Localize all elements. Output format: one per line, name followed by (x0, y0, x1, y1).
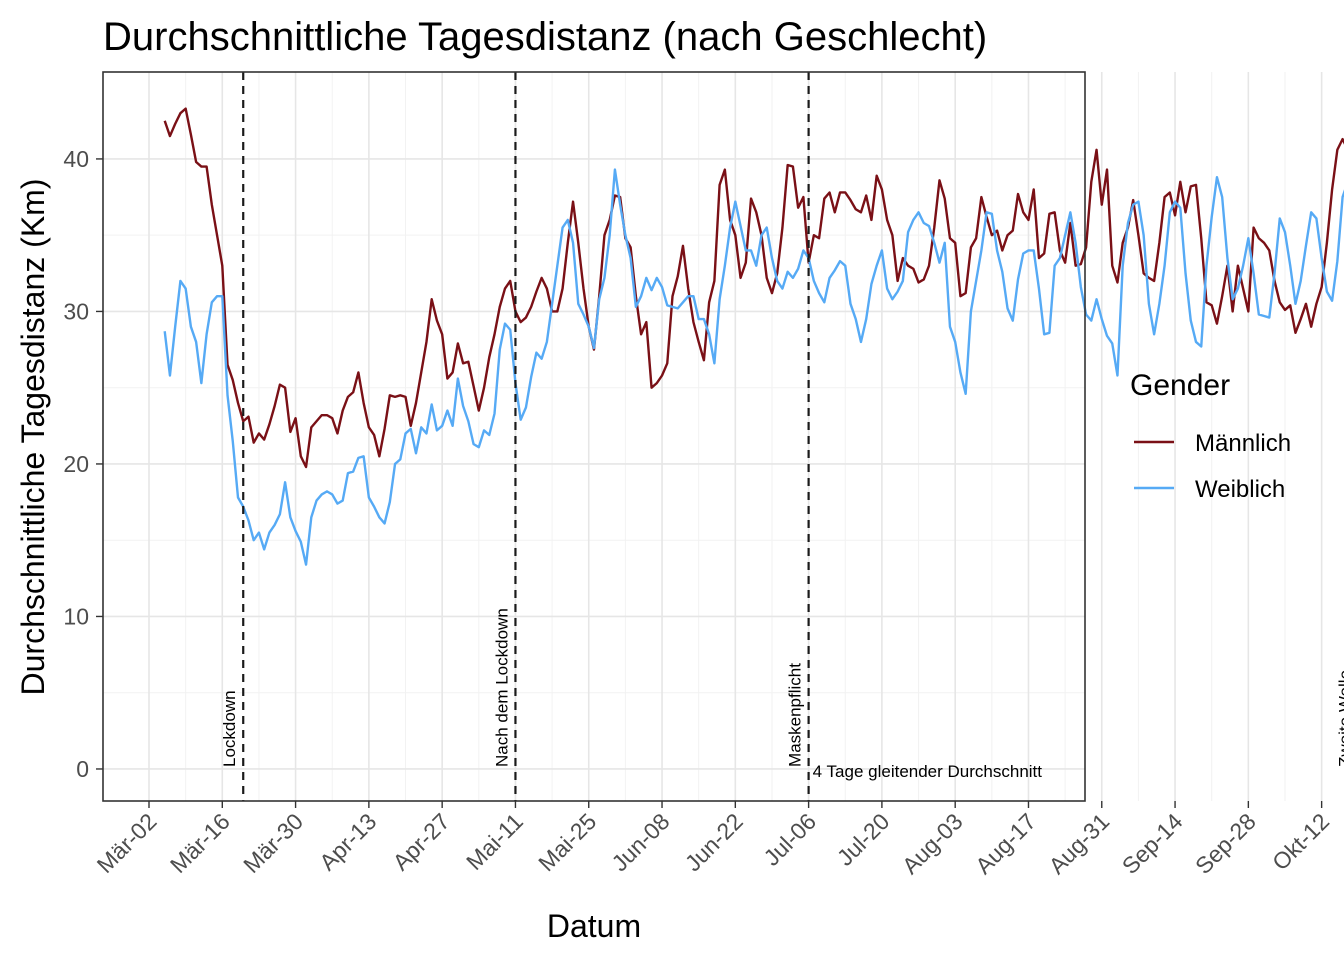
x-tick-label: Aug-03 (897, 808, 968, 879)
series-line-weiblich (163, 168, 1344, 566)
x-tick-label: Mär-02 (92, 808, 162, 878)
y-axis: 0 10 20 30 40 (63, 146, 103, 782)
y-tick-label: 30 (63, 298, 89, 324)
legend-label-maennlich: Männlich (1195, 430, 1291, 457)
panel-border (102, 71, 1086, 802)
event-label: Nach dem Lockdown (492, 608, 511, 767)
x-tick-label: Jul-06 (758, 808, 821, 871)
x-tick-label: Mär-30 (238, 808, 308, 878)
event-label: Zweite Welle (1335, 670, 1344, 767)
legend-title: Gender (1130, 369, 1230, 402)
x-tick-label: Mär-16 (165, 808, 235, 878)
smoothing-note: 4 Tage gleitender Durchschnitt (813, 762, 1043, 781)
x-tick-label: Jun-22 (680, 808, 748, 876)
chart-title: Durchschnittliche Tagesdistanz (nach Ges… (103, 15, 987, 59)
x-tick-label: Okt-12 (1267, 808, 1334, 875)
x-tick-label: Mai-25 (533, 808, 601, 876)
x-axis-title: Datum (547, 908, 641, 944)
x-tick-label: Jul-20 (832, 808, 895, 871)
x-tick-label: Apr-13 (314, 808, 381, 875)
y-tick-label: 20 (63, 451, 89, 477)
y-tick-label: 40 (63, 146, 89, 172)
legend: Gender Männlich Weiblich (1130, 369, 1291, 503)
x-tick-label: Aug-31 (1043, 808, 1114, 879)
x-tick-label: Jun-08 (606, 808, 674, 876)
event-label: Maskenpflicht (786, 663, 805, 767)
plot-panel: Lockdown Nach dem Lockdown Maskenpflicht Zw… (102, 71, 1344, 802)
series-line-maennlich (163, 107, 1344, 469)
y-axis-title: Durchschnittliche Tagesdistanz (Km) (15, 179, 51, 696)
x-tick-label: Sep-28 (1190, 808, 1261, 879)
legend-label-weiblich: Weiblich (1195, 476, 1285, 503)
event-label: Lockdown (220, 690, 239, 767)
x-axis: Mär-02 Mär-16 Mär-30 Apr-13 Apr-27 Mai-11 Mai-… (92, 801, 1344, 879)
x-tick-label: Mai-11 (461, 808, 528, 875)
y-tick-label: 0 (76, 756, 89, 782)
y-tick-label: 10 (63, 603, 89, 629)
x-tick-label: Okt-26 (1340, 808, 1344, 875)
x-tick-label: Aug-17 (970, 808, 1041, 879)
x-tick-label: Sep-14 (1117, 808, 1188, 879)
x-tick-label: Apr-27 (387, 808, 454, 875)
